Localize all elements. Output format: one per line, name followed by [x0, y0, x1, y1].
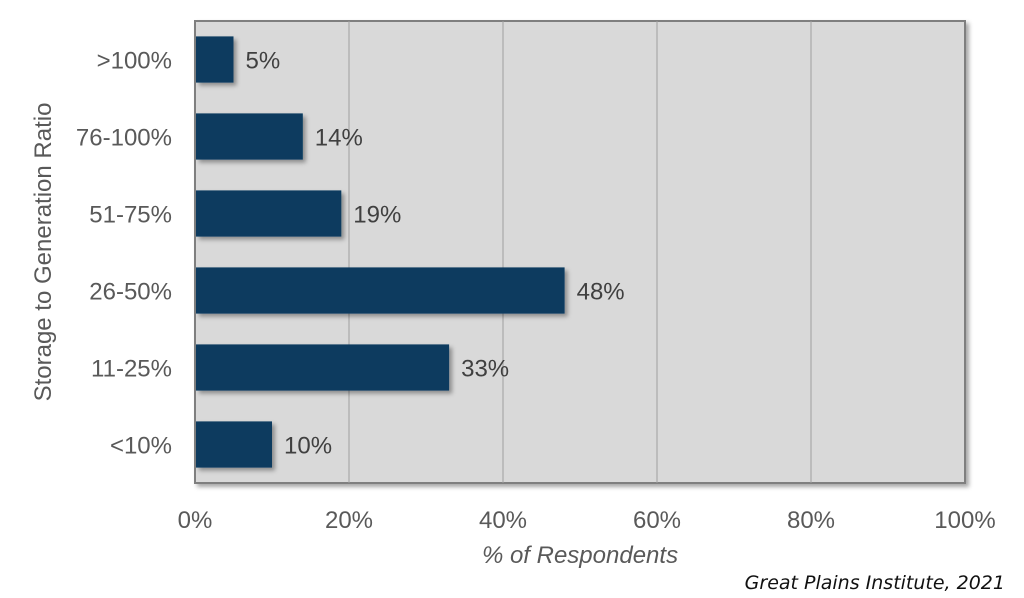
x-tick-label: 40% [479, 507, 527, 534]
data-label: 5% [246, 48, 281, 75]
y-tick-label: <10% [110, 433, 172, 460]
x-tick-label: 100% [934, 507, 995, 534]
bars [196, 36, 565, 468]
data-label: 10% [284, 433, 332, 460]
gridlines [348, 21, 812, 483]
x-tick-label: 20% [325, 507, 373, 534]
data-label: 48% [577, 279, 625, 306]
bar [196, 113, 303, 160]
plot-area [194, 20, 966, 484]
y-axis-tick-labels: >100% 76-100% 51-75% 26-50% 11-25% <10% [76, 48, 172, 460]
y-tick-label: >100% [97, 48, 172, 75]
x-axis-tick-labels: 0% 20% 40% 60% 80% 100% [178, 507, 996, 534]
bar [196, 421, 272, 468]
y-tick-label: 76-100% [76, 125, 172, 152]
y-tick-label: 26-50% [89, 279, 172, 306]
data-label: 33% [461, 356, 509, 383]
y-axis-title: Storage to Generation Ratio [30, 103, 57, 402]
data-labels: 5% 14% 19% 48% 33% 10% [246, 48, 625, 460]
source-note: Great Plains Institute, 2021 [745, 572, 1005, 594]
x-tick-label: 0% [178, 507, 213, 534]
y-tick-label: 51-75% [89, 202, 172, 229]
x-tick-label: 80% [787, 507, 835, 534]
bar [196, 267, 565, 314]
bar [196, 190, 342, 237]
bar [196, 36, 234, 83]
data-label: 14% [315, 125, 363, 152]
x-axis-title: % of Respondents [482, 542, 678, 569]
bar [196, 344, 450, 391]
y-tick-label: 11-25% [91, 356, 172, 383]
data-label: 19% [353, 202, 401, 229]
x-tick-label: 60% [633, 507, 681, 534]
